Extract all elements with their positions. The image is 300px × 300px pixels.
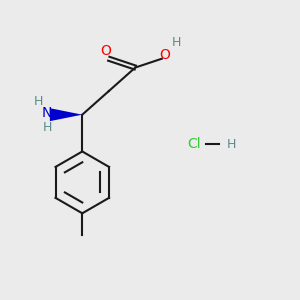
Text: H: H — [42, 122, 52, 134]
Text: Cl: Cl — [188, 137, 201, 151]
Polygon shape — [50, 108, 82, 121]
Text: O: O — [100, 44, 111, 58]
Text: H: H — [33, 95, 43, 108]
Text: N: N — [42, 106, 52, 120]
Text: H: H — [226, 138, 236, 151]
Text: O: O — [159, 48, 170, 62]
Text: H: H — [172, 36, 181, 49]
